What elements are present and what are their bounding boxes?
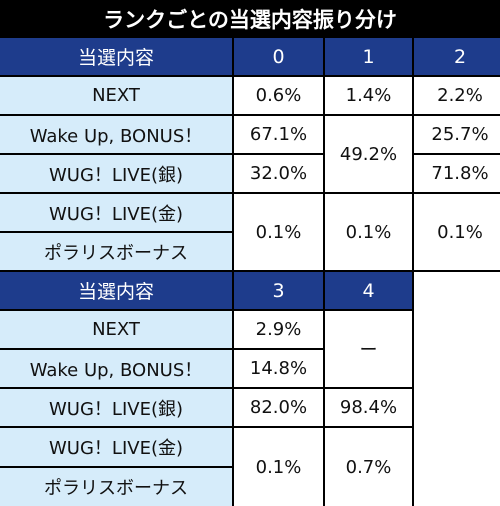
table1-header-rank-1: 1: [325, 38, 412, 75]
table2-wug-silver-rank4: 98.4%: [325, 389, 412, 426]
table2-wug-silver-rank3: 82.0%: [234, 389, 323, 426]
table1-gold-polaris-rank1: 0.1%: [325, 194, 412, 270]
table2-wakeup-rank3: 14.8%: [234, 350, 323, 387]
table1-header-rank-0: 0: [234, 38, 323, 75]
table1-next-rank2: 2.2%: [414, 77, 500, 114]
table1-gold-polaris-rank2: 0.1%: [414, 194, 500, 270]
table2-row-polaris-label: ポラリスボーナス: [0, 468, 232, 506]
rank-allocation-table: 当選内容 0 1 2 NEXT 0.6% 1.4% 2.2% Wake Up, …: [0, 38, 500, 506]
table2-row-wug-gold-label: WUG！LIVE(金): [0, 428, 232, 466]
table2-gold-polaris-rank4: 0.7%: [325, 428, 412, 506]
table1-row-wug-gold-label: WUG！LIVE(金): [0, 194, 232, 231]
table1-header-rank-2: 2: [414, 38, 500, 75]
table2-next-rank3: 2.9%: [234, 311, 323, 348]
table1-wug-silver-rank0: 32.0%: [234, 155, 323, 192]
table1-row-wakeup-label: Wake Up, BONUS！: [0, 116, 232, 153]
table1-row-wug-silver-label: WUG！LIVE(銀): [0, 155, 232, 192]
table2-row-wug-silver-label: WUG！LIVE(銀): [0, 389, 232, 426]
table2-header-rank-4: 4: [325, 272, 412, 309]
table1-row-next-label: NEXT: [0, 77, 232, 114]
table2-empty-column: [414, 272, 500, 506]
table2-header-label: 当選内容: [0, 272, 232, 309]
table1-next-rank0: 0.6%: [234, 77, 323, 114]
table1-next-rank1: 1.4%: [325, 77, 412, 114]
table1-wakeup-rank2: 25.7%: [414, 116, 500, 153]
table1-wakeup-silver-rank1: 49.2%: [325, 116, 412, 192]
table1-header-label: 当選内容: [0, 38, 232, 75]
table2-row-next-label: NEXT: [0, 311, 232, 348]
table1-wug-silver-rank2: 71.8%: [414, 155, 500, 192]
table2-next-wakeup-rank4: ー: [325, 311, 412, 387]
table1-gold-polaris-rank0: 0.1%: [234, 194, 323, 270]
table2-header-rank-3: 3: [234, 272, 323, 309]
table1-wakeup-rank0: 67.1%: [234, 116, 323, 153]
table1-row-polaris-label: ポラリスボーナス: [0, 233, 232, 270]
table2-row-wakeup-label: Wake Up, BONUS！: [0, 350, 232, 387]
page-title: ランクごとの当選内容振り分け: [0, 0, 500, 38]
table2-gold-polaris-rank3: 0.1%: [234, 428, 323, 506]
